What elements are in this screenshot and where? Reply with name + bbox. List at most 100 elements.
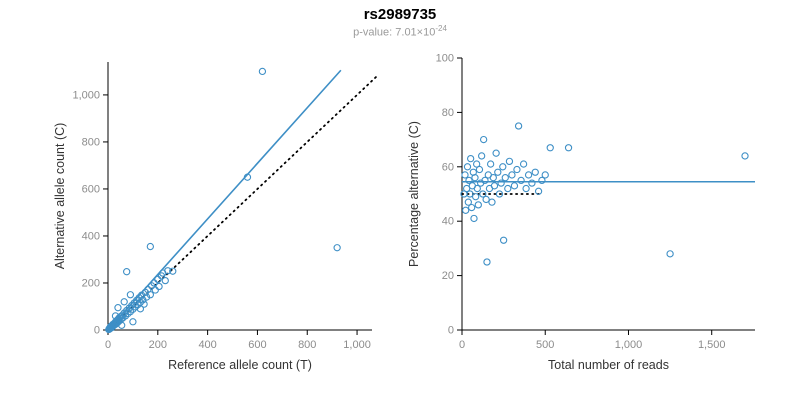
data-point bbox=[513, 165, 521, 174]
data-point bbox=[531, 168, 539, 176]
y-tick-label: 0 bbox=[448, 325, 454, 337]
x-tick-label: 400 bbox=[198, 339, 216, 351]
x-axis-title: Reference allele count (T) bbox=[168, 358, 312, 372]
data-point bbox=[140, 300, 148, 308]
x-tick-label: 500 bbox=[536, 339, 554, 351]
y-tick-label: 200 bbox=[82, 277, 100, 289]
y-tick-label: 40 bbox=[442, 216, 454, 228]
plot-title: rs2989735 bbox=[363, 6, 437, 23]
data-point bbox=[541, 171, 549, 179]
data-point bbox=[508, 171, 516, 179]
data-point bbox=[155, 282, 163, 291]
data-point bbox=[473, 184, 481, 193]
plot-subtitle: p-value: 7.01×10-24 bbox=[0, 24, 800, 40]
y-tick-label: 400 bbox=[82, 230, 100, 242]
x-tick-label: 0 bbox=[105, 339, 111, 351]
y-axis-title: Percentage alternative (C) bbox=[407, 121, 421, 267]
data-point bbox=[465, 176, 473, 185]
x-tick-label: 600 bbox=[248, 339, 266, 351]
data-point bbox=[472, 193, 480, 201]
data-point bbox=[475, 165, 484, 174]
data-point bbox=[499, 236, 508, 244]
data-point bbox=[129, 318, 137, 326]
data-point bbox=[114, 304, 122, 312]
y-tick-label: 100 bbox=[436, 53, 454, 65]
data-point bbox=[534, 187, 543, 195]
data-point bbox=[471, 174, 479, 182]
y-tick-label: 1,000 bbox=[72, 89, 100, 101]
data-point bbox=[154, 275, 162, 284]
data-point bbox=[463, 163, 472, 171]
data-point bbox=[120, 298, 128, 306]
data-point bbox=[161, 276, 169, 285]
data-point bbox=[118, 321, 126, 329]
y-tick-label: 800 bbox=[82, 136, 100, 148]
data-point bbox=[517, 176, 525, 185]
data-point bbox=[546, 144, 554, 152]
title-block: rs2989735 p-value: 7.01×10-24 bbox=[0, 6, 800, 40]
x-tick-label: 1,500 bbox=[698, 339, 726, 351]
data-point bbox=[522, 184, 530, 193]
data-point bbox=[464, 198, 472, 206]
y-tick-label: 80 bbox=[442, 107, 454, 119]
data-point bbox=[462, 206, 470, 214]
y-tick-label: 60 bbox=[442, 161, 454, 173]
data-point bbox=[483, 258, 491, 266]
data-point bbox=[528, 179, 536, 187]
pvalue-text: p-value: 7.01×10 bbox=[353, 26, 436, 39]
x-tick-label: 800 bbox=[298, 339, 316, 351]
data-point bbox=[538, 176, 546, 185]
data-point bbox=[501, 174, 509, 182]
data-point bbox=[142, 293, 151, 301]
data-point bbox=[510, 182, 519, 190]
data-point bbox=[466, 190, 474, 198]
data-point bbox=[519, 160, 528, 168]
y-tick-label: 600 bbox=[82, 183, 100, 195]
data-point bbox=[486, 160, 495, 168]
data-point bbox=[564, 144, 573, 152]
pvalue-exponent: -24 bbox=[435, 24, 447, 33]
data-point bbox=[488, 198, 496, 206]
plot-panel-1: 0 200 400 600 800 1,000 0 200 400 600 800 1,000 Refe… bbox=[53, 62, 378, 372]
x-axis-title: Total number of reads bbox=[548, 358, 669, 372]
data-point bbox=[477, 152, 486, 160]
data-point bbox=[505, 157, 514, 166]
data-point bbox=[514, 122, 523, 130]
x-tick-label: 1,000 bbox=[343, 339, 371, 351]
data-point bbox=[126, 291, 135, 299]
data-point bbox=[461, 171, 469, 179]
data-point bbox=[497, 179, 505, 187]
data-point bbox=[489, 174, 497, 182]
data-point bbox=[492, 149, 500, 157]
data-point bbox=[474, 201, 482, 209]
data-point bbox=[479, 190, 487, 198]
data-point bbox=[666, 250, 674, 258]
data-point bbox=[169, 267, 177, 275]
y-tick-label: 20 bbox=[442, 270, 454, 282]
data-point bbox=[258, 67, 267, 76]
data-point bbox=[481, 176, 489, 185]
data-point bbox=[524, 171, 533, 179]
data-point bbox=[468, 203, 476, 212]
x-tick-label: 1,000 bbox=[615, 339, 643, 351]
data-point bbox=[123, 268, 131, 276]
data-point bbox=[482, 195, 490, 204]
data-point bbox=[151, 286, 159, 294]
x-tick-label: 0 bbox=[459, 339, 465, 351]
y-axis-title: Alternative allele count (C) bbox=[53, 123, 67, 270]
x-tick-label: 200 bbox=[149, 339, 167, 351]
data-point bbox=[470, 214, 478, 223]
data-point bbox=[479, 135, 488, 144]
data-point bbox=[504, 184, 512, 193]
y-tick-label: 0 bbox=[94, 325, 100, 337]
data-point bbox=[136, 305, 145, 313]
data-point bbox=[333, 244, 341, 252]
data-point bbox=[490, 182, 499, 190]
data-point bbox=[463, 184, 471, 193]
data-point bbox=[467, 154, 475, 163]
data-point bbox=[495, 190, 504, 198]
data-point bbox=[499, 163, 507, 171]
plot-panel-2: 0 500 1,000 1,500 0 20 40 60 80 100 Total number o… bbox=[407, 53, 755, 372]
